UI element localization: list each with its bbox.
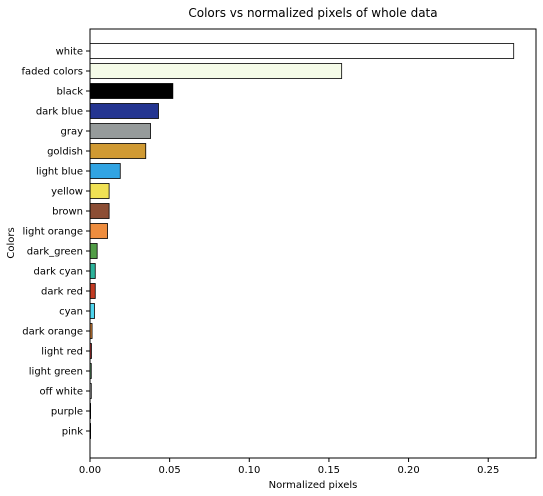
x-axis-ticks: 0.00 0.05 0.10 0.15 0.20 0.25 [79, 458, 499, 476]
chart-title: Colors vs normalized pixels of whole dat… [188, 6, 437, 20]
bars-group [89, 43, 515, 439]
y-tick-label-black: black [56, 87, 83, 98]
y-tick-label-gray: gray [60, 127, 83, 138]
y-tick-label-light-blue: light blue [36, 167, 83, 178]
y-tick-label-brown: brown [52, 207, 83, 218]
plot-frame [89, 28, 537, 459]
x-tick-label: 0.05 [159, 465, 181, 476]
bar-goldish [89, 143, 147, 159]
bar-black [89, 83, 174, 99]
bar-dark-red [89, 283, 96, 299]
y-tick-label-light-green: light green [29, 367, 83, 378]
y-tick-label-faded-colors: faded colors [21, 67, 83, 78]
x-tick-label: 0.00 [79, 465, 101, 476]
bar-cyan [89, 303, 95, 319]
y-tick-label-off-white: off white [39, 387, 83, 398]
y-axis-ticks: white faded colors black dark blue gray goldi… [21, 47, 90, 438]
y-tick-label-cyan: cyan [59, 307, 83, 318]
bar-dark-green [89, 243, 98, 259]
x-axis-label: Normalized pixels [269, 480, 358, 491]
y-tick-label-goldish: goldish [47, 147, 83, 158]
bar-dark-blue [89, 103, 159, 119]
bar-gray [89, 123, 151, 139]
bar-white [89, 43, 515, 59]
x-tick-label: 0.15 [318, 465, 340, 476]
x-tick-label: 0.10 [238, 465, 260, 476]
y-tick-label-yellow: yellow [51, 187, 83, 198]
y-tick-label-dark-cyan: dark cyan [34, 267, 83, 278]
bar-light-blue [89, 163, 121, 179]
y-tick-label-dark-orange: dark orange [22, 327, 83, 338]
bar-faded-colors [89, 63, 343, 79]
bar-brown [89, 203, 110, 219]
y-axis-label: Colors [6, 227, 17, 258]
y-tick-label-dark-red: dark red [41, 287, 83, 298]
y-tick-label-dark-green: dark_green [27, 247, 83, 258]
y-tick-label-light-red: light red [41, 347, 83, 358]
y-tick-label-purple: purple [51, 407, 83, 418]
y-tick-label-dark-blue: dark blue [36, 107, 83, 118]
y-tick-label-light-orange: light orange [22, 227, 83, 238]
y-tick-label-pink: pink [62, 427, 83, 438]
bar-light-orange [89, 223, 108, 239]
x-tick-label: 0.25 [477, 465, 499, 476]
y-tick-label-white: white [56, 47, 83, 58]
bar-yellow [89, 183, 110, 199]
bar-dark-cyan [89, 263, 96, 279]
x-tick-label: 0.20 [397, 465, 419, 476]
